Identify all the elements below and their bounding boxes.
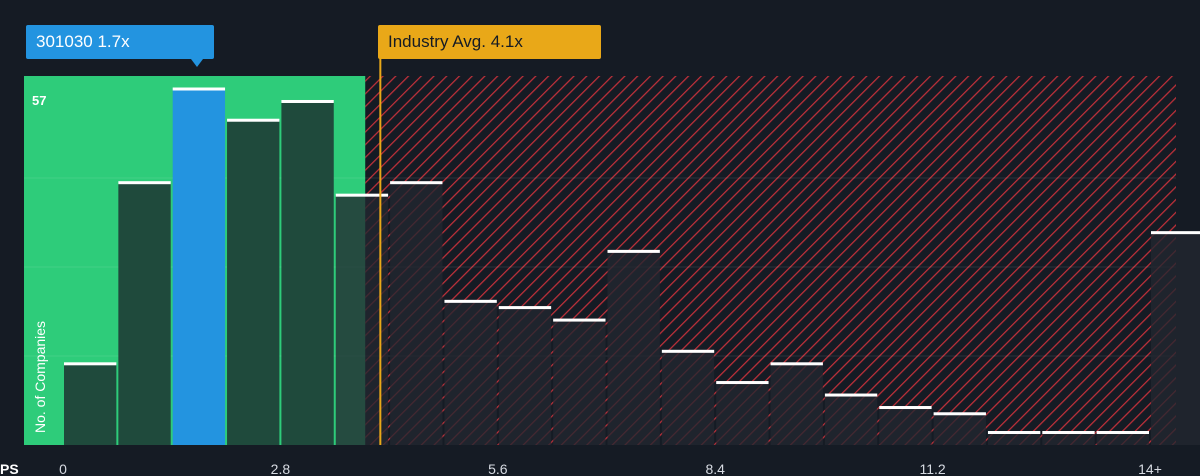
bar-cap-17 [933, 412, 986, 416]
bar-cap-14 [770, 362, 823, 366]
histogram-bar-14 [770, 363, 823, 445]
bar-cap-13 [716, 381, 769, 385]
histogram-bar-15 [824, 395, 878, 445]
bar-cap-20 [1096, 431, 1149, 435]
bar-cap-4 [227, 118, 280, 122]
bar-cap-16 [879, 406, 932, 410]
bar-cap-12 [661, 349, 715, 353]
x-tick-label-3: 5.6 [488, 461, 508, 476]
histogram-bar-12 [661, 351, 715, 445]
y-max-label: 57 [32, 93, 46, 108]
histogram-bar-17 [933, 413, 986, 445]
bar-cap-8 [444, 299, 497, 303]
histogram-bar-9 [498, 307, 552, 445]
x-tick-label-5: 11.2 [919, 461, 945, 476]
bar-cap-7 [390, 181, 443, 185]
company-callout-pointer [191, 59, 203, 67]
histogram-bar-2 [118, 182, 171, 445]
x-tick-label-6: 14+ [1138, 461, 1162, 476]
bar-cap-19 [1042, 431, 1095, 435]
histogram-bar-13 [716, 382, 769, 445]
histogram-bar-18 [987, 432, 1041, 445]
histogram-bar-20 [1096, 432, 1149, 445]
histogram-bar-1 [64, 363, 117, 445]
bar-cap-6 [335, 193, 389, 197]
bar-cap-18 [987, 431, 1041, 435]
bar-cap-9 [498, 306, 552, 310]
bar-cap-10 [553, 318, 606, 322]
histogram-bar-3 [172, 89, 226, 445]
bar-cap-2 [118, 181, 171, 185]
histogram-bar-19 [1042, 432, 1095, 445]
bar-cap-11 [607, 249, 660, 253]
industry-avg-callout: Industry Avg. 4.1x [378, 25, 601, 59]
bar-cap-5 [281, 99, 334, 103]
x-tick-label-1: 0 [59, 461, 67, 476]
histogram-bar-10 [553, 320, 606, 445]
histogram-bar-4 [227, 120, 280, 445]
bar-cap-3 [172, 87, 226, 91]
bar-cap-21 [1151, 231, 1200, 235]
y-axis-label: No. of Companies [32, 321, 48, 433]
company-ps-callout: 301030 1.7x [26, 25, 214, 59]
histogram-bar-16 [879, 407, 932, 445]
x-tick-label-2: 2.8 [271, 461, 291, 476]
x-axis-label: PS [0, 461, 19, 476]
histogram-bar-8 [444, 301, 497, 445]
histogram-bar-11 [607, 251, 660, 445]
bar-cap-15 [824, 393, 878, 397]
bar-cap-1 [64, 362, 117, 366]
x-tick-label-4: 8.4 [705, 461, 725, 476]
histogram-bar-5 [281, 101, 334, 446]
histogram-bar-7 [390, 182, 443, 445]
histogram-bar-21 [1151, 232, 1200, 445]
